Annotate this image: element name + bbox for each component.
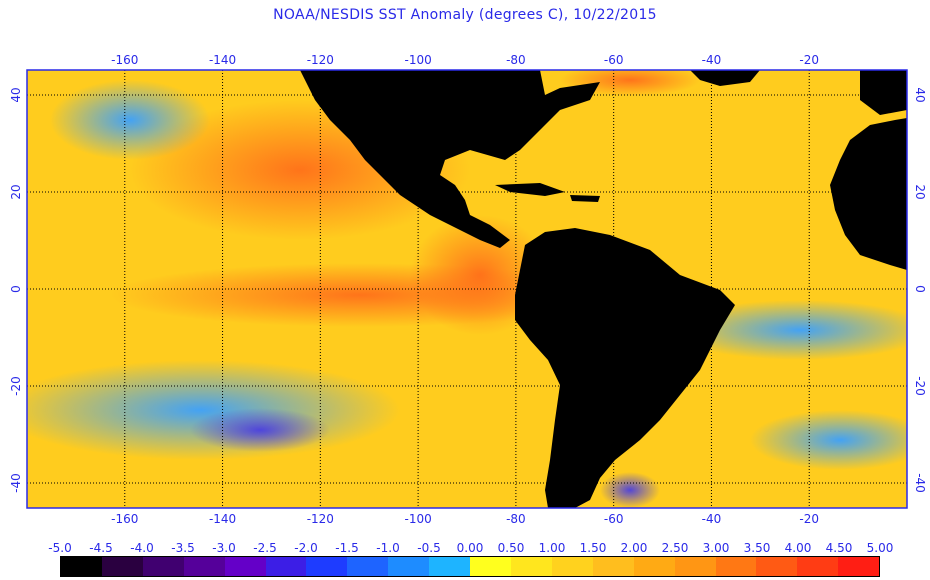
lon-tick-label-top: -80	[506, 53, 526, 67]
colorbar-label: 0.00	[456, 541, 484, 555]
colorbar-swatch	[183, 557, 225, 576]
colorbar-swatch	[470, 557, 511, 576]
colorbar-swatch	[388, 557, 430, 576]
lon-tick-label-bottom: -140	[209, 512, 236, 526]
north-america	[300, 70, 600, 248]
greenland-edge	[690, 70, 760, 86]
colorbar-label: -3.0	[212, 541, 236, 555]
map-frame	[26, 69, 908, 509]
colorbar-label: -1.5	[335, 541, 359, 555]
africa	[830, 118, 907, 270]
colorbar-swatch	[429, 557, 471, 576]
right-latitude-labels: 40 20 0 -20 -40	[913, 87, 927, 492]
lon-tick-label-bottom: -40	[702, 512, 722, 526]
colorbar-label: -1.0	[376, 541, 400, 555]
lon-tick-label-top: -100	[404, 53, 431, 67]
colorbar-swatch	[347, 557, 389, 576]
lon-tick-label-top: -160	[111, 53, 138, 67]
colorbar-swatch	[797, 557, 839, 576]
colorbar-label: 1.00	[538, 541, 566, 555]
colorbar-label: -5.0	[48, 541, 72, 555]
lat-tick-label-left: 40	[9, 87, 23, 102]
lat-tick-label-left: 0	[9, 285, 23, 293]
colorbar-label: 4.00	[784, 541, 812, 555]
colorbar-label: -3.5	[171, 541, 195, 555]
colorbar-swatch	[142, 557, 184, 576]
colorbar-swatch	[61, 557, 102, 576]
hispaniola	[570, 195, 600, 202]
top-longitude-labels: -160 -140 -120 -100 -80 -60 -40 -20	[111, 53, 819, 67]
lon-tick-label-top: -40	[702, 53, 722, 67]
south-pacific-cool-anomaly	[27, 360, 400, 460]
colorbar-label: -2.5	[253, 541, 277, 555]
lon-tick-label-bottom: -160	[111, 512, 138, 526]
bottom-longitude-labels: -160 -140 -120 -100 -80 -60 -40 -20	[111, 512, 819, 526]
colorbar-swatch	[674, 557, 716, 576]
lon-tick-label-bottom: -100	[404, 512, 431, 526]
caribbean-islands	[495, 183, 565, 196]
colorbar-swatch	[101, 557, 143, 576]
lat-tick-label-right: 0	[913, 285, 927, 293]
colorbar	[60, 556, 880, 577]
lat-tick-label-right: 40	[913, 87, 927, 102]
colorbar-label: 1.50	[579, 541, 607, 555]
left-latitude-labels: 40 20 0 -20 -40	[9, 87, 23, 492]
colorbar-swatch	[756, 557, 798, 576]
south-america	[515, 228, 735, 508]
lon-tick-label-bottom: -60	[604, 512, 624, 526]
colorbar-label: -2.0	[294, 541, 318, 555]
colorbar-swatch	[551, 557, 593, 576]
lat-tick-label-left: -40	[9, 473, 23, 493]
land-masses	[300, 70, 907, 508]
lat-tick-label-right: -40	[913, 473, 927, 493]
colorbar-label: 2.50	[661, 541, 689, 555]
lat-tick-label-left: 20	[9, 184, 23, 199]
south-atlantic-cool-anomaly	[670, 300, 907, 360]
colorbar-label: -0.5	[417, 541, 441, 555]
lon-tick-label-top: -60	[604, 53, 624, 67]
lon-tick-label-top: -20	[799, 53, 819, 67]
colorbar-swatch	[633, 557, 675, 576]
lon-tick-label-bottom: -120	[307, 512, 334, 526]
colorbar-swatch	[510, 557, 552, 576]
colorbar-label: -4.0	[130, 541, 154, 555]
map-plot-area	[27, 70, 907, 508]
colorbar-label: 5.00	[866, 541, 894, 555]
lat-tick-label-left: -20	[9, 376, 23, 396]
north-pacific-cool-anomaly	[50, 80, 210, 160]
lon-tick-label-top: -140	[209, 53, 236, 67]
lon-tick-label-bottom: -80	[506, 512, 526, 526]
colorbar-swatch	[306, 557, 348, 576]
south-atlantic-cool-anomaly-2	[750, 410, 907, 470]
colorbar-label: -4.5	[89, 541, 113, 555]
colorbar-swatch	[265, 557, 307, 576]
colorbar-label: 3.00	[702, 541, 730, 555]
lat-tick-label-right: -20	[913, 376, 927, 396]
lon-tick-label-bottom: -20	[799, 512, 819, 526]
falklands-cool-anomaly	[600, 472, 660, 508]
colorbar-label: 4.50	[825, 541, 853, 555]
colorbar-swatch	[224, 557, 266, 576]
graticule	[27, 70, 907, 508]
lon-tick-label-top: -120	[307, 53, 334, 67]
colorbar-label: 0.50	[497, 541, 525, 555]
lat-tick-label-right: 20	[913, 184, 927, 199]
south-pacific-strong-cool-anomaly	[190, 408, 330, 452]
colorbar-swatch	[715, 557, 757, 576]
colorbar-swatch	[838, 557, 880, 576]
colorbar-label: 2.00	[620, 541, 648, 555]
europe	[860, 70, 907, 115]
colorbar-label: 3.50	[743, 541, 771, 555]
colorbar-swatch	[592, 557, 634, 576]
map-title: NOAA/NESDIS SST Anomaly (degrees C), 10/…	[273, 7, 657, 23]
